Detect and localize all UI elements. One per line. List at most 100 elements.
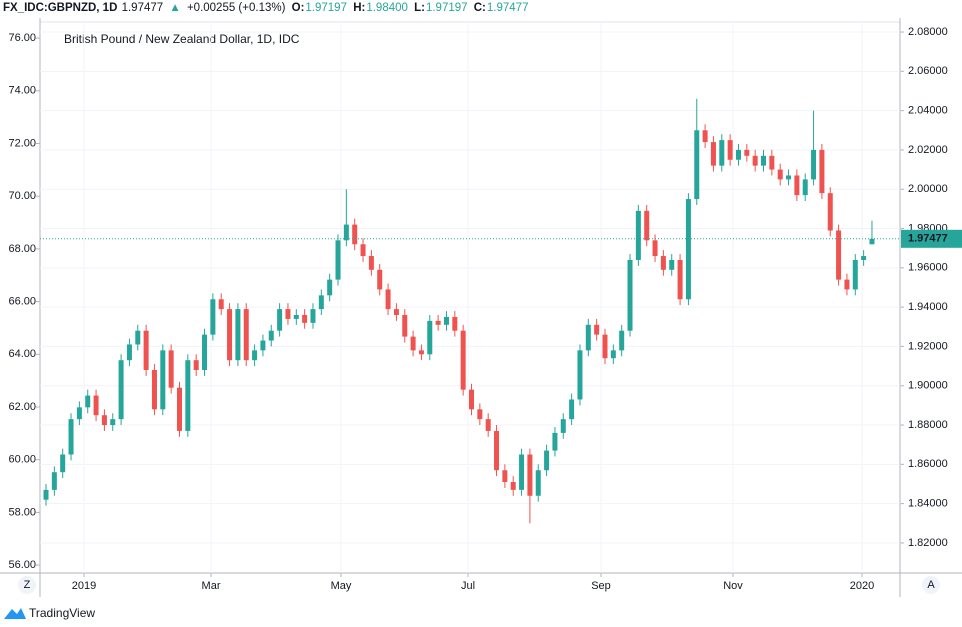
candle-body (443, 316, 449, 325)
y2-tick-label: 60.00 (8, 454, 36, 466)
candle-body (43, 489, 49, 500)
y2-tick-label: 56.00 (8, 559, 36, 571)
close-value: 1.97477 (486, 2, 529, 14)
candle-body (176, 387, 182, 431)
candle-body (60, 454, 66, 473)
plot-frame (39, 21, 901, 574)
candle-body (143, 330, 149, 371)
candle-body (68, 419, 74, 455)
button-bg[interactable] (922, 576, 940, 594)
candle-body (352, 224, 358, 245)
y-tick-label: 2.00000 (908, 183, 948, 195)
candle-body (769, 155, 775, 170)
candle-body (827, 193, 833, 231)
y-tick-label: 2.08000 (908, 26, 948, 38)
price-label-bg (901, 229, 962, 248)
candle-body (135, 330, 141, 345)
candle-body (160, 350, 166, 410)
candle-body (577, 350, 583, 400)
low-value: 1.97197 (425, 2, 468, 14)
candle-body (660, 256, 666, 270)
candle-body (510, 482, 516, 490)
candle-body (844, 279, 850, 290)
candle-body (485, 419, 491, 431)
candle-body (719, 140, 725, 166)
candle-body (243, 309, 249, 361)
candle-body (360, 244, 366, 257)
candle-body (852, 259, 858, 290)
candle-body (151, 370, 157, 410)
candle-body (402, 314, 408, 337)
y-tick-label: 1.82000 (908, 537, 948, 549)
y-tick-label: 1.88000 (908, 419, 948, 431)
candle-body (218, 299, 224, 310)
candle-body (76, 407, 82, 420)
candle-body (702, 130, 708, 143)
brand-logo (4, 608, 26, 619)
candle-body (118, 360, 124, 420)
candle-body (235, 309, 241, 361)
candle-body (93, 395, 99, 416)
candle-body (293, 314, 299, 319)
candle-body (427, 320, 433, 355)
price-label: 1.97477 (908, 233, 948, 245)
candle-body (744, 149, 750, 156)
candle-body (477, 409, 483, 420)
candle-body (727, 140, 733, 160)
candle-body (168, 350, 174, 388)
candle-body (552, 432, 558, 451)
candle-body (677, 259, 683, 300)
candle-body (377, 269, 383, 290)
candle-body (460, 330, 466, 390)
candle-body (210, 299, 216, 335)
candle-body (418, 350, 424, 355)
candle-body (101, 415, 107, 426)
zoom-button[interactable]: Z (24, 579, 31, 591)
x-tick-label: Sep (591, 580, 611, 592)
x-tick-label: Jul (461, 580, 475, 592)
candle-body (527, 454, 533, 496)
candle-body (777, 169, 783, 180)
candle-body (685, 199, 691, 300)
candle-body (635, 210, 641, 260)
candle-body (710, 142, 716, 166)
candle-body (227, 309, 233, 361)
symbol-header: FX_IDC:GBPNZD, 1D 1.97477 ▲ +0.00255 (+0… (3, 2, 531, 14)
candle-body (302, 314, 308, 323)
candle-body (794, 175, 800, 196)
candle-body (535, 470, 541, 496)
low-label: L: (414, 2, 425, 14)
y2-tick-label: 68.00 (8, 243, 36, 255)
last-price: 1.97477 (121, 2, 164, 14)
candle-body (85, 395, 91, 408)
candle-body (544, 450, 550, 471)
y2-tick-label: 58.00 (8, 506, 36, 518)
candle-body (752, 155, 758, 166)
candle-body (811, 149, 817, 180)
candle-body (327, 279, 333, 296)
high-label: H: (353, 2, 366, 14)
candle-body (51, 472, 57, 490)
button-bg[interactable] (18, 576, 36, 594)
candle-body (585, 324, 591, 351)
candle-body (410, 336, 416, 351)
candle-body (310, 309, 316, 323)
candle-body (569, 399, 575, 420)
candle-body (669, 259, 675, 270)
y-tick-label: 1.96000 (908, 262, 948, 274)
candle-body (277, 309, 283, 331)
change: +0.00255 (+0.13%) (186, 2, 286, 14)
candle-body (252, 350, 258, 361)
candle-body (819, 149, 825, 194)
open-value: 1.97197 (305, 2, 347, 14)
y2-tick-label: 70.00 (8, 190, 36, 202)
auto-button[interactable]: A (927, 579, 935, 591)
candle-body (610, 350, 616, 359)
candle-body (393, 309, 399, 315)
candle-body (343, 224, 349, 241)
symbol: FX_IDC:GBPNZD, 1D (3, 2, 118, 14)
x-tick-label: 2019 (72, 580, 96, 592)
candle-body (869, 238, 875, 245)
candle-body (861, 256, 867, 260)
candle-body (802, 179, 808, 196)
